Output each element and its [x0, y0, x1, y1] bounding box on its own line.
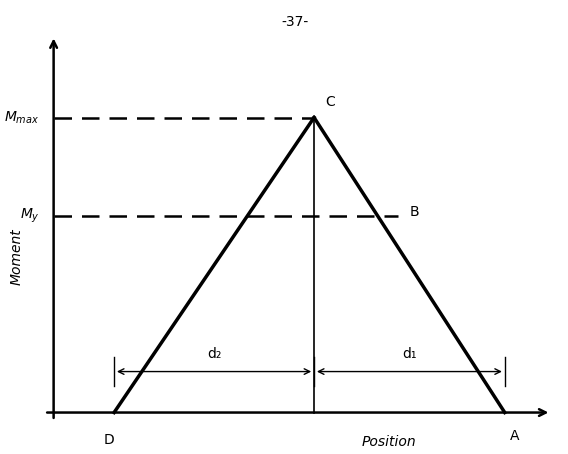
Text: A: A [509, 429, 519, 443]
Text: d₂: d₂ [207, 347, 222, 361]
Text: C: C [325, 95, 336, 109]
Text: Moment: Moment [10, 228, 23, 285]
Text: $M_{max}$: $M_{max}$ [5, 109, 40, 126]
Text: d₁: d₁ [402, 347, 417, 361]
Text: D: D [104, 433, 115, 447]
Text: -37-: -37- [282, 15, 309, 29]
Text: $M_y$: $M_y$ [20, 207, 40, 225]
Text: Position: Position [361, 435, 416, 449]
Text: B: B [410, 205, 419, 219]
